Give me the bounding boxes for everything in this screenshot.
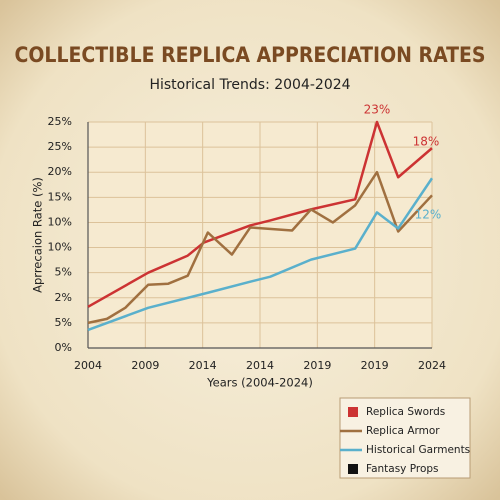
x-axis-label: Years (2004-2024) xyxy=(206,376,313,390)
y-tick-label: 5% xyxy=(55,266,72,279)
x-tick-label: 2014 xyxy=(189,359,217,372)
y-tick-label: 10% xyxy=(48,215,72,228)
y-tick-label: 25% xyxy=(48,115,72,128)
legend-label: Fantasy Props xyxy=(366,463,439,475)
y-tick-label: 25% xyxy=(48,140,72,153)
legend-box xyxy=(339,397,471,479)
legend-label: Historical Garments xyxy=(366,444,470,456)
x-tick-label: 2024 xyxy=(418,359,446,372)
legend-label: Replica Armor xyxy=(366,425,440,437)
annotation: 18% xyxy=(413,135,440,149)
x-tick-label: 2019 xyxy=(361,359,389,372)
y-tick-label: 2% xyxy=(55,291,72,304)
annotation: 12% xyxy=(415,208,442,222)
legend-marker xyxy=(348,407,358,417)
x-tick-label: 2014 xyxy=(246,359,274,372)
series-line xyxy=(87,177,434,332)
y-tick-label: 15% xyxy=(48,190,72,203)
series-line xyxy=(87,120,433,308)
y-tick-label: 5% xyxy=(55,316,72,329)
series-line xyxy=(87,170,433,325)
y-axis-label: Aprrecaion Rate (%) xyxy=(31,177,45,293)
y-tick-label: 10% xyxy=(48,241,72,254)
x-tick-label: 2019 xyxy=(303,359,331,372)
legend-marker xyxy=(348,464,358,474)
x-tick-label: 2004 xyxy=(74,359,102,372)
legend-label: Replica Swords xyxy=(366,406,445,418)
x-tick-label: 2009 xyxy=(131,359,159,372)
y-tick-label: 20% xyxy=(48,165,72,178)
y-tick-label: 0% xyxy=(55,341,72,354)
chart-title: COLLECTIBLE REPLICA APPRECIATION RATES xyxy=(15,43,486,67)
annotation: 23% xyxy=(364,103,391,117)
chart-subtitle: Historical Trends: 2004-2024 xyxy=(149,77,350,93)
